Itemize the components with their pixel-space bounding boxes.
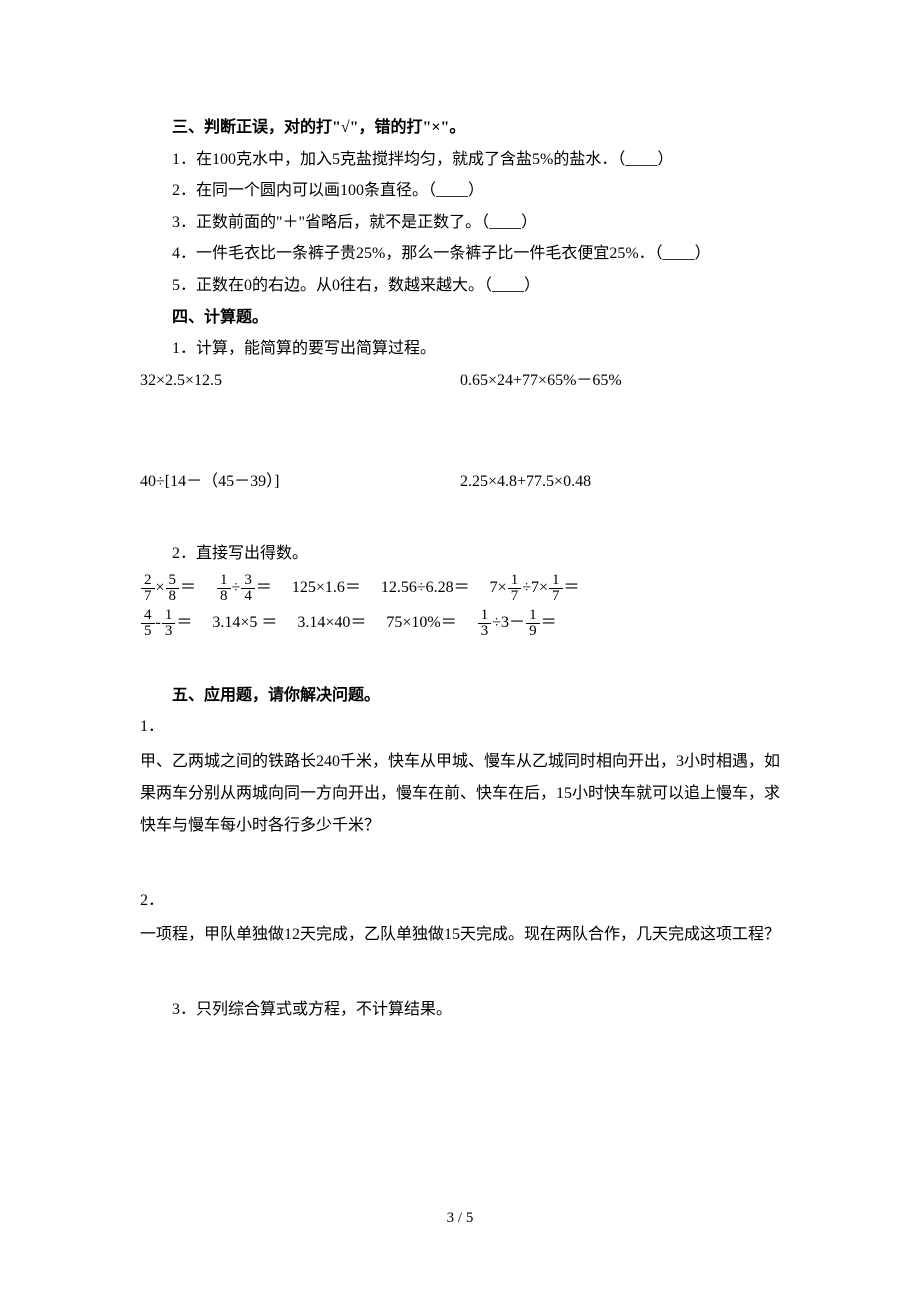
math-r2-5: 13 ÷3－ 19 ＝ (477, 608, 557, 639)
q3-4: 4．一件毛衣比一条裤子贵25%，那么一条裤子比一件毛衣便宜25%．（____） (140, 241, 780, 267)
math-r2-1: 45 - 13 ＝ (140, 608, 192, 639)
s5-q2-text: 一项程，甲队单独做12天完成，乙队单独做15天完成。现在两队合作，几天完成这项工… (140, 919, 780, 951)
math-r1-4: 12.56÷6.28＝ (381, 575, 470, 601)
calc-2-left: 40÷[14－（45－39）] (140, 469, 460, 495)
math-r1-2: 18 ÷ 34 ＝ (216, 573, 272, 604)
calc-1-left: 32×2.5×12.5 (140, 368, 460, 394)
calc-row-2: 40÷[14－（45－39）] 2.25×4.8+77.5×0.48 (140, 469, 780, 495)
math-r1-5: 7× 17 ÷7× 17 ＝ (490, 573, 580, 604)
calc-2-right: 2.25×4.8+77.5×0.48 (460, 469, 780, 495)
s5-q3: 3．只列综合算式或方程，不计算结果。 (140, 997, 780, 1023)
q3-3: 3．正数前面的"＋"省略后，就不是正数了。（____） (140, 210, 780, 236)
calc-1-right: 0.65×24+77×65%－65% (460, 368, 780, 394)
s5-q1-text: 甲、乙两城之间的铁路长240千米，快车从甲城、慢车从乙城同时相向开出，3小时相遇… (140, 746, 780, 842)
math-r2-4: 75×10%＝ (386, 610, 456, 636)
section-4-heading: 四、计算题。 (140, 305, 780, 331)
section-3-heading: 三、判断正误，对的打"√"，错的打"×"。 (140, 115, 780, 141)
s4-sub1-heading: 1．计算，能简算的要写出简算过程。 (140, 336, 780, 362)
section-5-heading: 五、应用题，请你解决问题。 (140, 683, 780, 709)
q3-2: 2．在同一个圆内可以画100条直径。（____） (140, 178, 780, 204)
math-row-2: 45 - 13 ＝ 3.14×5 ＝ 3.14×40＝ 75×10%＝ 13 ÷… (140, 608, 780, 639)
math-row-1: 27 × 58 ＝ 18 ÷ 34 ＝ 125×1.6＝ 12.56÷6.28＝… (140, 573, 780, 604)
math-r1-1: 27 × 58 ＝ (140, 573, 196, 604)
math-r1-3: 125×1.6＝ (292, 575, 361, 601)
q3-1: 1．在100克水中，加入5克盐搅拌均匀，就成了含盐5%的盐水．（____） (140, 147, 780, 173)
s5-q1-num: 1． (140, 714, 780, 740)
s5-q2-num: 2． (140, 888, 780, 914)
gap (140, 399, 780, 469)
math-r2-2: 3.14×5 ＝ (212, 610, 277, 636)
gap (140, 501, 780, 541)
math-r2-3: 3.14×40＝ (297, 610, 366, 636)
s4-sub2-heading: 2．直接写出得数。 (140, 541, 780, 567)
calc-row-1: 32×2.5×12.5 0.65×24+77×65%－65% (140, 368, 780, 394)
gap (140, 957, 780, 997)
page-number: 3 / 5 (0, 1210, 920, 1227)
gap (140, 643, 780, 683)
q3-5: 5．正数在0的右边。从0往右，数越来越大。（____） (140, 273, 780, 299)
gap (140, 848, 780, 888)
page-content: 三、判断正误，对的打"√"，错的打"×"。 1．在100克水中，加入5克盐搅拌均… (0, 0, 920, 1023)
